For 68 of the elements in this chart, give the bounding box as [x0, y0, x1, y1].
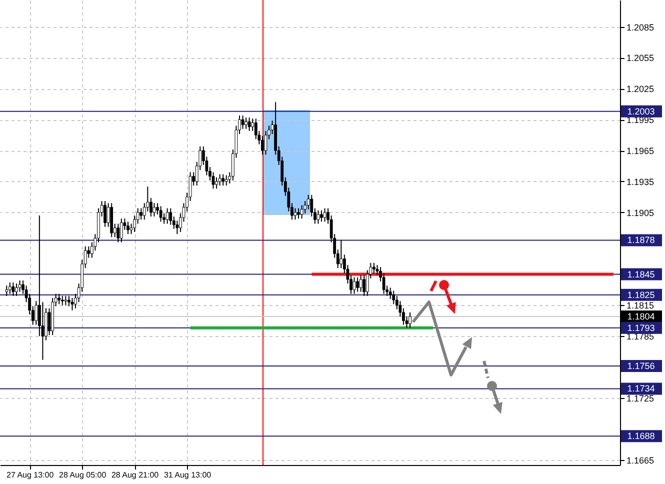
candlestick	[34, 300, 38, 326]
candlestick	[297, 208, 300, 220]
candlestick	[8, 282, 12, 294]
candlestick	[60, 295, 64, 306]
candlestick	[68, 295, 70, 307]
y-tick-label: 1.1665	[626, 455, 654, 466]
ref-line-label: 1.1756	[627, 361, 655, 372]
candlestick	[126, 221, 130, 235]
candlestick	[244, 117, 248, 130]
ref-line-label: 1.1793	[627, 322, 655, 333]
y-tick-label: 1.2085	[626, 22, 654, 32]
x-tick-label: 27 Aug 13:00	[6, 470, 54, 480]
y-tick-label: 1.1725	[626, 393, 654, 404]
candlestick	[359, 274, 362, 292]
candlestick	[306, 194, 310, 210]
y-tick-label: 1.1815	[626, 300, 654, 311]
candlestick	[340, 240, 343, 269]
candlestick	[408, 312, 412, 328]
candlestick	[224, 174, 228, 186]
ref-line-label: 1.2003	[627, 106, 655, 116]
candlestick	[5, 285, 8, 296]
candlestick	[120, 218, 123, 243]
ref-line-label: 1.1878	[627, 235, 655, 246]
candlestick	[152, 202, 156, 218]
candlestick	[58, 293, 61, 305]
candlestick	[15, 283, 18, 296]
candlestick	[241, 114, 244, 130]
y-tick-label: 1.1995	[626, 115, 654, 126]
y-tick-label: 1.1935	[626, 176, 654, 187]
candlestick	[215, 176, 218, 190]
candlestick	[104, 200, 106, 228]
ref-line-label: 1.1825	[627, 290, 655, 300]
candlestick	[323, 208, 326, 222]
x-tick-label: 28 Aug 21:00	[111, 470, 160, 480]
candlestick	[316, 210, 320, 224]
ref-line-label: 1.1688	[627, 431, 655, 442]
candlestick	[169, 208, 172, 226]
x-tick-label: 28 Aug 05:00	[58, 470, 107, 480]
candlestick	[356, 276, 360, 292]
ref-line-label: 1.1734	[627, 384, 655, 394]
candlestick	[159, 206, 162, 222]
candlestick	[320, 210, 323, 222]
y-tick-label: 1.1905	[626, 208, 654, 218]
y-tick-label: 1.2025	[626, 84, 654, 94]
candlestick	[248, 117, 251, 132]
candlestick	[166, 208, 169, 224]
candlestick	[251, 118, 254, 132]
candlestick	[222, 174, 225, 186]
candlestick	[218, 174, 222, 186]
candlestick	[176, 220, 179, 235]
candlestick	[116, 223, 120, 243]
candlestick	[300, 204, 304, 220]
candlestick	[372, 262, 376, 274]
y-tick-label: 1.1965	[626, 146, 654, 156]
x-tick-label: 31 Aug 13:00	[164, 470, 212, 480]
ref-line-label: 1.1845	[627, 269, 655, 280]
candlestick	[362, 274, 366, 296]
candlestick	[18, 280, 22, 292]
candlestick	[294, 208, 297, 220]
y-tick-label: 1.1785	[626, 332, 654, 342]
candlestick	[12, 282, 15, 296]
candlestick	[70, 297, 74, 311]
candlestick	[140, 208, 143, 220]
candlestick	[64, 295, 68, 306]
ref-line-label: 1.1804	[627, 312, 655, 322]
candlestick	[352, 276, 356, 294]
candlestick	[264, 130, 268, 156]
y-tick-label: 1.2055	[626, 53, 654, 64]
